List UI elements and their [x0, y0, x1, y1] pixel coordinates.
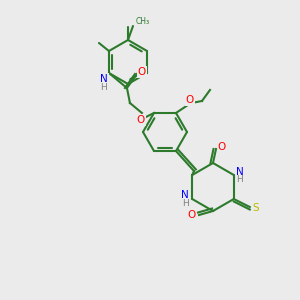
Text: O: O	[138, 67, 146, 77]
Text: H: H	[100, 82, 107, 91]
Text: O: O	[137, 115, 145, 125]
Text: H: H	[182, 200, 189, 208]
Text: H: H	[236, 176, 243, 184]
Text: N: N	[181, 190, 189, 200]
Text: O: O	[187, 210, 195, 220]
Text: CH₃: CH₃	[136, 17, 150, 26]
Text: N: N	[236, 167, 244, 177]
Text: O: O	[186, 95, 194, 105]
Text: O: O	[218, 142, 226, 152]
Text: N: N	[100, 74, 108, 84]
Text: S: S	[253, 203, 259, 213]
